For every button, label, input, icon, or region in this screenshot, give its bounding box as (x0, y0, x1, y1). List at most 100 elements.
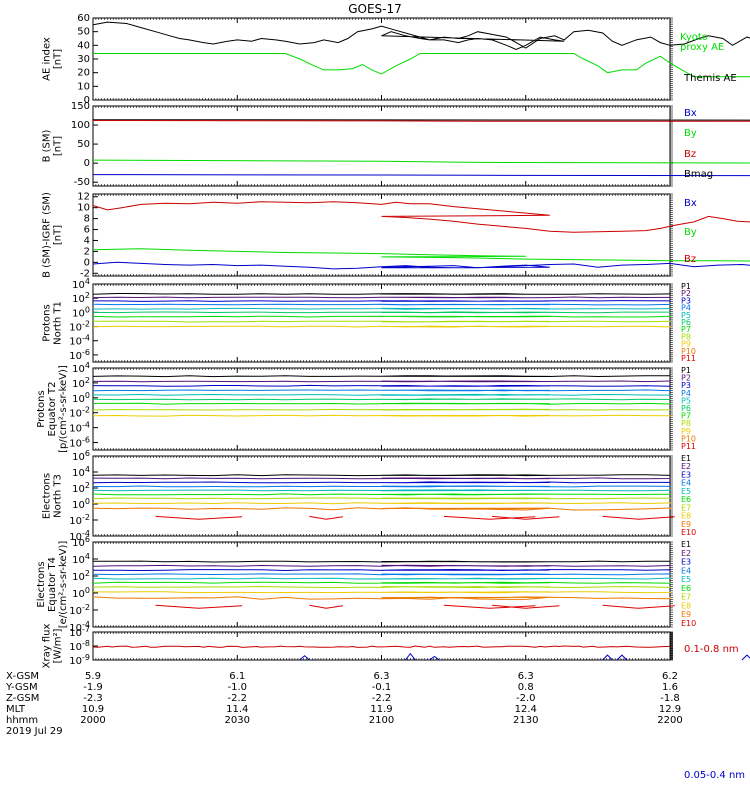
y-tick-exponent: -2 (82, 320, 90, 329)
band-line-e7 (92, 497, 671, 500)
xray-short-spike (299, 655, 310, 661)
panel-xray: Xray flux [W/m²] 10-710-810-90.1-0.8 nm0.0… (42, 624, 750, 781)
y-axis-label: [nT] (53, 225, 64, 245)
legend-short-band: 0.05-0.4 nm (684, 770, 745, 781)
x-column-value: 2130 (513, 715, 538, 726)
y-axis-label: Electrons (36, 561, 47, 607)
y-tick-label: 104 (72, 465, 90, 479)
band-line-segment-4 (602, 604, 675, 609)
band-line-e8 (92, 591, 671, 594)
y-tick-label: 102 (72, 376, 90, 390)
y-axis-label: [nT] (53, 136, 64, 156)
y-tick-label: -50 (74, 177, 90, 188)
legend-p5: P5 (681, 396, 691, 405)
y-axis-label: AE index (42, 37, 53, 81)
y-tick-exponent: 2 (85, 481, 90, 490)
band-line-e5 (92, 577, 671, 580)
y-tick-label: 10-6 (69, 348, 90, 362)
x-column-value: 6.3 (518, 671, 534, 682)
legend-p6: P6 (681, 404, 691, 413)
panel-frame (92, 193, 671, 277)
legend-e4: E4 (681, 566, 691, 575)
y-tick-label: 50 (77, 27, 90, 38)
y-tick-label: 10-9 (69, 653, 90, 667)
legend-by: By (684, 227, 697, 238)
y-tick-base: 10 (69, 628, 82, 639)
legend-e3: E3 (681, 558, 691, 567)
x-column-value: 11.9 (370, 704, 392, 715)
y-tick-exponent: 0 (85, 391, 90, 400)
band-line-e1 (93, 560, 671, 563)
legend-e10: E10 (681, 619, 696, 628)
legend-p4: P4 (681, 389, 691, 398)
x-row-label: Y-GSM (5, 682, 38, 693)
panel-protons_t1: Protons North T110410210010-210-410-6P1P2… (42, 277, 697, 363)
band-line-e4 (92, 485, 671, 488)
band-line-p6 (92, 398, 671, 401)
y-tick-base: 10 (69, 351, 82, 362)
legend-p9: P9 (681, 340, 691, 349)
band-line-p5 (92, 393, 671, 396)
y-tick-label: 104 (72, 277, 90, 291)
band-line-e6 (92, 493, 671, 496)
band-line-p8 (92, 408, 671, 411)
band-line-p5 (92, 307, 671, 310)
y-tick-exponent: 6 (85, 449, 90, 458)
panel-frame (92, 367, 671, 451)
y-tick-exponent: -9 (82, 653, 90, 662)
band-line-e4 (92, 573, 671, 576)
y-tick-base: 10 (72, 538, 85, 549)
y-tick-label: 10 (77, 81, 90, 92)
y-axis-label: Equator T4 (47, 557, 58, 612)
x-column-value: -2.2 (227, 693, 247, 704)
y-tick-exponent: 0 (85, 586, 90, 595)
y-tick-exponent: 0 (85, 305, 90, 314)
y-tick-base: 10 (69, 516, 82, 527)
band-line-e2 (92, 477, 671, 480)
y-tick-exponent: 4 (85, 361, 90, 370)
legend-p8: P8 (681, 419, 691, 428)
y-tick-base: 10 (72, 294, 85, 305)
y-tick-label: 10-4 (69, 421, 90, 435)
legend-e5: E5 (681, 487, 691, 496)
xray-short-spike (602, 654, 613, 661)
y-axis-label: [nT] (53, 49, 64, 69)
y-tick-label: 102 (72, 569, 90, 583)
y-tick-label: 100 (72, 305, 90, 319)
legend-p2: P2 (681, 289, 691, 298)
legend-e5: E5 (681, 575, 691, 584)
legend-bmag: Bmag (684, 169, 713, 180)
y-tick-base: 10 (72, 308, 85, 319)
y-axis-label: B (SM) (42, 129, 53, 162)
y-axis-label: North T1 (53, 301, 64, 345)
y-tick-base: 10 (69, 642, 82, 653)
series-line-by (92, 159, 750, 164)
band-line-segment-2 (492, 515, 560, 520)
x-row-label: X-GSM (6, 671, 39, 682)
y-tick-base: 10 (69, 606, 82, 617)
legend-p1: P1 (681, 366, 691, 375)
y-axis-label: Protons (42, 304, 53, 341)
band-line-segment-1 (309, 515, 344, 520)
y-tick-exponent: 4 (85, 552, 90, 561)
band-line-segment-0 (155, 604, 243, 609)
legend-p11: P11 (681, 354, 696, 363)
y-tick-base: 10 (72, 500, 85, 511)
y-tick-label: 102 (72, 481, 90, 495)
legend-p1: P1 (681, 282, 691, 291)
band-line-p1 (92, 375, 671, 378)
y-tick-base: 10 (69, 439, 82, 450)
band-line-p8 (93, 320, 671, 323)
x-column-value: 0.8 (518, 682, 534, 693)
series-line-kyoto-proxy-ae (92, 21, 750, 50)
band-line-segment-2 (492, 604, 560, 609)
legend-long-band: 0.1-0.8 nm (684, 644, 739, 655)
y-tick-exponent: 4 (85, 465, 90, 474)
band-line-p1 (92, 292, 671, 295)
y-tick-label: 10-2 (69, 320, 90, 334)
y-tick-label: 4 (84, 235, 90, 246)
